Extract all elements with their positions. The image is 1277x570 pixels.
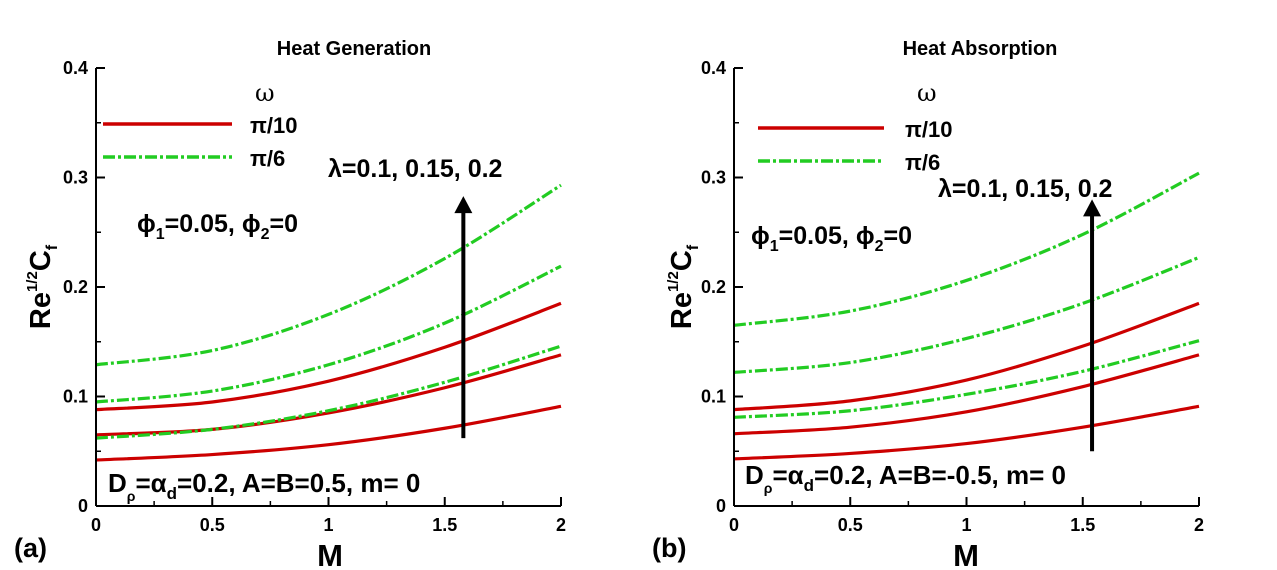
x-tick-label: 0.5	[200, 515, 225, 535]
y-label-sub: f	[44, 244, 61, 250]
y-label-sub: f	[685, 244, 702, 250]
series-line-pi10-1	[95, 404, 562, 462]
phi-annotation: ϕ1=0.05, ϕ2=0	[137, 210, 298, 243]
legend-title: ω	[917, 79, 937, 107]
series-line-pi6-2	[95, 264, 562, 404]
param-d: D	[108, 468, 127, 498]
phi1-symbol: ϕ	[751, 222, 770, 250]
y-tick-label: 0.4	[701, 58, 726, 78]
param-alpha-subscript: d	[804, 476, 814, 495]
x-tick-label: 1.5	[432, 515, 457, 535]
series-line-pi10-2	[95, 353, 562, 437]
param-alpha: =α	[135, 468, 166, 498]
legend-label: π/6	[250, 146, 285, 171]
phi2-value: =0	[269, 210, 298, 238]
phi1-value: =0.05,	[165, 210, 242, 238]
y-tick-label: 0.3	[63, 168, 88, 188]
x-tick-label: 1	[961, 515, 971, 535]
params-annotation: Dρ=αd=0.2, A=B=-0.5, m= 0	[745, 460, 1066, 496]
phi1-symbol: ϕ	[137, 210, 156, 238]
series-line-pi10-1	[733, 404, 1200, 461]
series-line-pi10-2	[733, 353, 1200, 436]
series-line-pi10-3	[95, 301, 562, 412]
y-label-c: C	[25, 250, 57, 271]
y-tick-label: 0	[78, 496, 88, 516]
x-tick-label: 2	[1194, 515, 1204, 535]
x-tick-label: 1	[323, 515, 333, 535]
panel-heat-absorption: Heat Absorption 0 0.5 1 1.5 2 0 0.1 0.2 0.3 0.4 M Re…	[652, 38, 1204, 570]
y-tick-label: 0.4	[63, 58, 88, 78]
y-label-c: C	[666, 250, 698, 271]
phi1-value: =0.05,	[779, 222, 856, 250]
chart-title: Heat Absorption	[903, 38, 1058, 60]
lambda-annotation: λ=0.1, 0.15, 0.2	[938, 175, 1112, 203]
y-label-re: Re	[666, 292, 698, 329]
panel-heat-generation: Heat Generation 0 0.5 1 1.5 2 0 0.1 0.2 0.3 0.4 M Re…	[14, 38, 566, 570]
panel-label: (b)	[652, 533, 686, 563]
x-axis-label: M	[317, 538, 343, 570]
y-label-sup: 1/2	[24, 271, 41, 292]
x-tick-label: 1.5	[1070, 515, 1095, 535]
phi1-subscript: 1	[156, 226, 165, 243]
phi2-value: =0	[883, 222, 912, 250]
series-line-pi6-2	[733, 255, 1200, 375]
param-d-subscript: ρ	[764, 480, 773, 496]
x-tick-label: 2	[556, 515, 566, 535]
phi1-subscript: 1	[770, 238, 779, 255]
param-alpha-subscript: d	[167, 484, 177, 503]
series-line-pi6-1	[733, 339, 1200, 419]
phi2-symbol: ϕ	[242, 210, 261, 238]
y-tick-label: 0.1	[63, 387, 88, 407]
chart-title: Heat Generation	[277, 38, 431, 60]
legend-label: π/6	[905, 150, 940, 175]
x-axis-label: M	[953, 538, 979, 570]
phi2-subscript: 2	[875, 238, 884, 255]
legend-label: π/10	[250, 113, 297, 138]
params-annotation: Dρ=αd=0.2, A=B=0.5, m= 0	[108, 468, 420, 504]
legend-label: π/10	[905, 117, 952, 142]
y-tick-label: 0.1	[701, 387, 726, 407]
y-label-re: Re	[25, 292, 57, 329]
panel-label: (a)	[14, 533, 47, 563]
y-axis-label: Re1/2Cf	[665, 244, 702, 329]
param-d-subscript: ρ	[127, 488, 136, 504]
param-rest: =0.2, A=B=0.5, m= 0	[177, 468, 420, 498]
y-axis-label: Re1/2Cf	[24, 244, 61, 329]
y-label-sup: 1/2	[665, 271, 682, 292]
legend-title: ω	[255, 79, 275, 107]
y-tick-label: 0	[716, 496, 726, 516]
series-line-pi6-1	[95, 344, 562, 440]
lambda-annotation: λ=0.1, 0.15, 0.2	[328, 155, 502, 183]
y-tick-label: 0.2	[701, 277, 726, 297]
x-tick-label: 0	[729, 515, 739, 535]
series-line-pi6-3	[95, 183, 562, 367]
y-tick-label: 0.3	[701, 168, 726, 188]
param-alpha: =α	[772, 460, 803, 490]
y-tick-label: 0.2	[63, 277, 88, 297]
trend-arrow-head	[1083, 199, 1102, 217]
x-tick-label: 0.5	[838, 515, 863, 535]
phi2-symbol: ϕ	[856, 222, 875, 250]
param-d: D	[745, 460, 764, 490]
series-line-pi6-3	[733, 171, 1200, 327]
trend-arrow-head	[454, 196, 473, 214]
x-tick-label: 0	[91, 515, 101, 535]
series-line-pi10-3	[733, 301, 1200, 412]
param-rest: =0.2, A=B=-0.5, m= 0	[814, 460, 1066, 490]
phi-annotation: ϕ1=0.05, ϕ2=0	[751, 222, 912, 255]
phi2-subscript: 2	[261, 226, 270, 243]
